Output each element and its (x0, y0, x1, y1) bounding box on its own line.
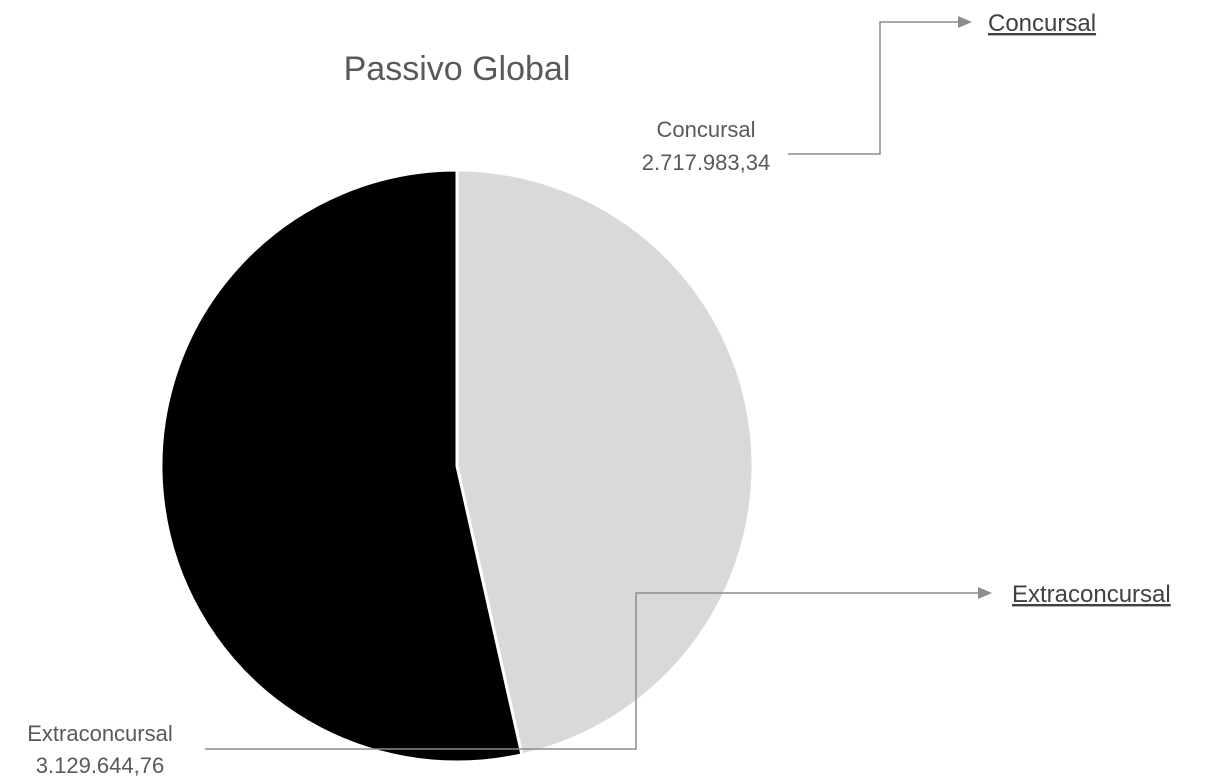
arrow-right-icon (978, 587, 992, 599)
pie-slices (159, 168, 755, 764)
link-concursal[interactable]: Concursal (988, 10, 1096, 37)
link-extraconcursal[interactable]: Extraconcursal (1012, 581, 1171, 608)
slice-label-extraconcursal-value: 3.129.644,76 (36, 753, 164, 778)
slice-label-concursal-value: 2.717.983,34 (642, 150, 770, 175)
leader-line-concursal (788, 21, 960, 155)
pie-slice-extraconcursal (159, 168, 524, 764)
concursal-data-label: Concursal 2.717.983,34 (642, 117, 770, 175)
chart-title: Passivo Global (344, 50, 571, 88)
slice-label-extraconcursal-name: Extraconcursal (27, 721, 173, 746)
pie-slice-concursal (455, 168, 755, 757)
leader-line-extraconcursal (205, 592, 980, 750)
extraconcursal-data-label: Extraconcursal 3.129.644,76 (27, 721, 173, 778)
slice-label-concursal-name: Concursal (656, 117, 755, 142)
arrow-right-icon (958, 16, 972, 28)
